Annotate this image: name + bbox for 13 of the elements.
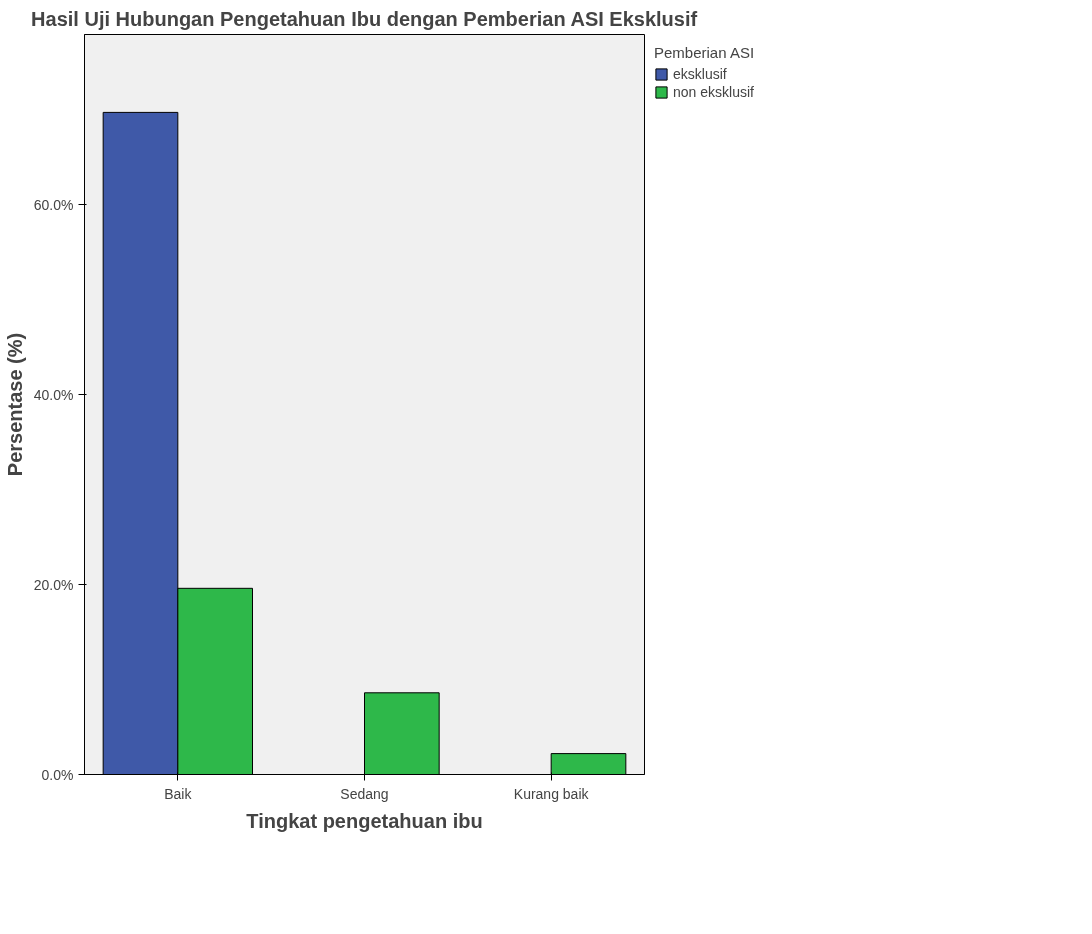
y-tick-label: 40.0% — [33, 386, 74, 403]
legend-label: eksklusif — [673, 66, 727, 82]
legend-title: Pemberian ASI — [654, 44, 755, 61]
y-tick-label: 20.0% — [33, 576, 74, 593]
y-tick-label: 60.0% — [33, 196, 74, 213]
y-axis-title: Persentase (%) — [3, 332, 26, 477]
x-axis-title: Tingkat pengetahuan ibu — [246, 809, 483, 832]
x-tick-label: Kurang baik — [513, 785, 590, 802]
x-tick-label: Baik — [164, 785, 193, 802]
y-tick-label: 0.0% — [41, 766, 74, 783]
legend-label: non eksklusif — [673, 84, 754, 100]
chart-title: Hasil Uji Hubungan Pengetahuan Ibu dengan Pemberian ASI Eksklusif — [31, 7, 698, 30]
x-tick-label: Sedang — [340, 785, 389, 802]
